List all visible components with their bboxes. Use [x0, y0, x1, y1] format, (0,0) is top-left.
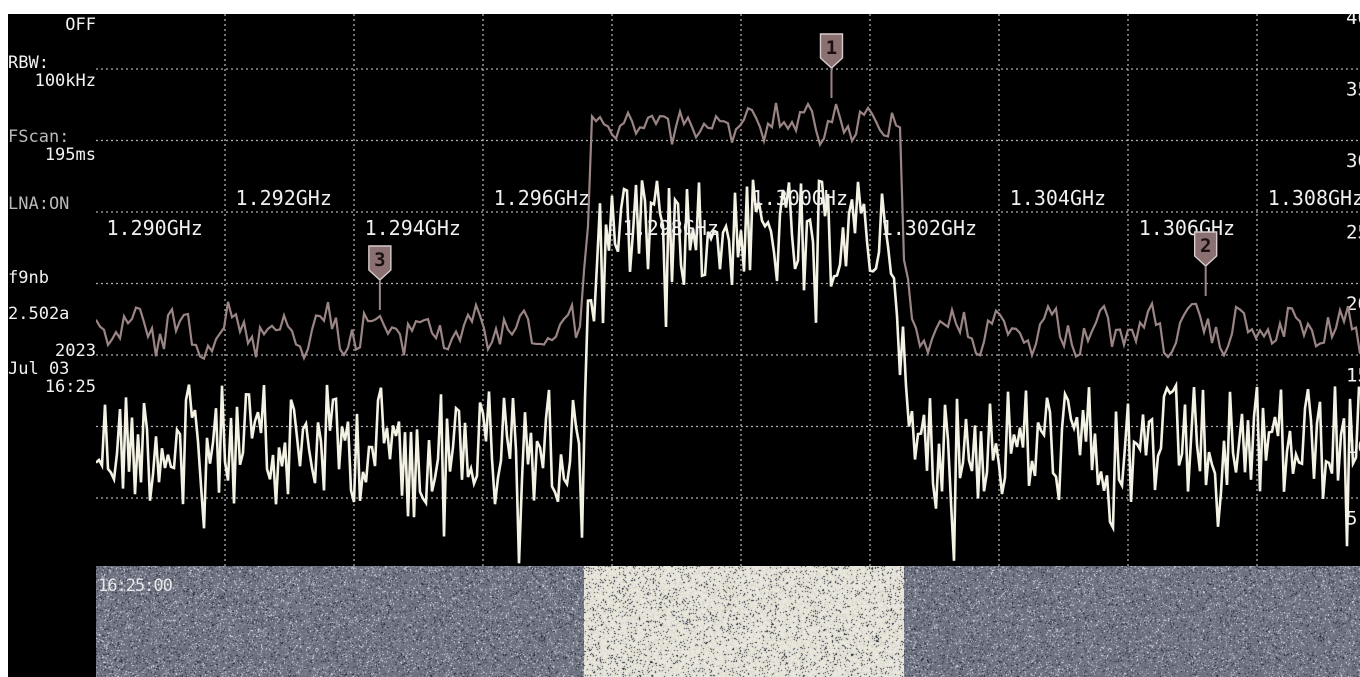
- freq-label-lower: 1.294GHz: [365, 216, 461, 240]
- lna-status: LNA:ON: [8, 194, 70, 214]
- maxhold-trace: [96, 101, 1360, 362]
- db-scale-label: 15: [1346, 365, 1360, 387]
- rbw-label: RBW:: [8, 53, 49, 73]
- spectrum-plot: 403530252015105 1.292GHz1.296GHz1.300GHz…: [96, 14, 1360, 566]
- marker-2[interactable]: 2: [1193, 231, 1218, 296]
- freq-label-upper: 1.308GHz: [1268, 186, 1360, 210]
- freq-label-upper: 1.292GHz: [236, 186, 332, 210]
- spectrum-svg: 403530252015105 1.292GHz1.296GHz1.300GHz…: [96, 14, 1360, 566]
- clock-time: 16:25: [44, 377, 96, 397]
- callsign: f9nb: [8, 268, 49, 288]
- marker-1[interactable]: 1: [819, 33, 844, 98]
- marker-label: 1: [826, 37, 837, 59]
- marker-label: 2: [1200, 235, 1211, 257]
- marker-label: 3: [374, 249, 385, 271]
- rbw-value: 100kHz: [34, 71, 96, 91]
- waterfall-signal-band: [584, 566, 904, 677]
- freq-label-lower: 1.298GHz: [623, 216, 719, 240]
- marker-3[interactable]: 3: [368, 245, 392, 310]
- waterfall-noise-right: [904, 566, 1360, 677]
- firmware-version: 2.502a: [8, 304, 70, 324]
- freq-label-lower: 1.306GHz: [1139, 216, 1235, 240]
- freq-label-lower: 1.290GHz: [107, 216, 203, 240]
- waterfall-display: 16:25:00: [96, 566, 1360, 677]
- date-year: 2023: [55, 341, 96, 361]
- freq-label-upper: 1.300GHz: [752, 186, 848, 210]
- waterfall-timestamp: 16:25:00: [98, 576, 173, 596]
- db-scale-label: 40: [1346, 14, 1360, 29]
- live-trace: [96, 179, 1360, 564]
- status-sidebar: OFF RBW: 100kHz FScan: 195ms LNA:ON f9nb…: [8, 14, 96, 677]
- fscan-value: 195ms: [44, 145, 96, 165]
- freq-label-upper: 1.296GHz: [494, 186, 590, 210]
- date-day: Jul 03: [8, 359, 70, 379]
- spectrum-analyzer-screen: OFF RBW: 100kHz FScan: 195ms LNA:ON f9nb…: [8, 14, 1360, 677]
- db-scale-label: 30: [1346, 150, 1360, 172]
- avg-value: OFF: [65, 15, 96, 35]
- fscan-label: FScan:: [8, 127, 70, 147]
- freq-label-upper: 1.304GHz: [1010, 186, 1106, 210]
- db-scale-label: 25: [1346, 222, 1360, 244]
- waterfall-noise-left: [96, 566, 584, 677]
- freq-label-lower: 1.302GHz: [881, 216, 977, 240]
- db-scale-label: 5: [1346, 508, 1357, 530]
- db-scale-label: 35: [1346, 79, 1360, 101]
